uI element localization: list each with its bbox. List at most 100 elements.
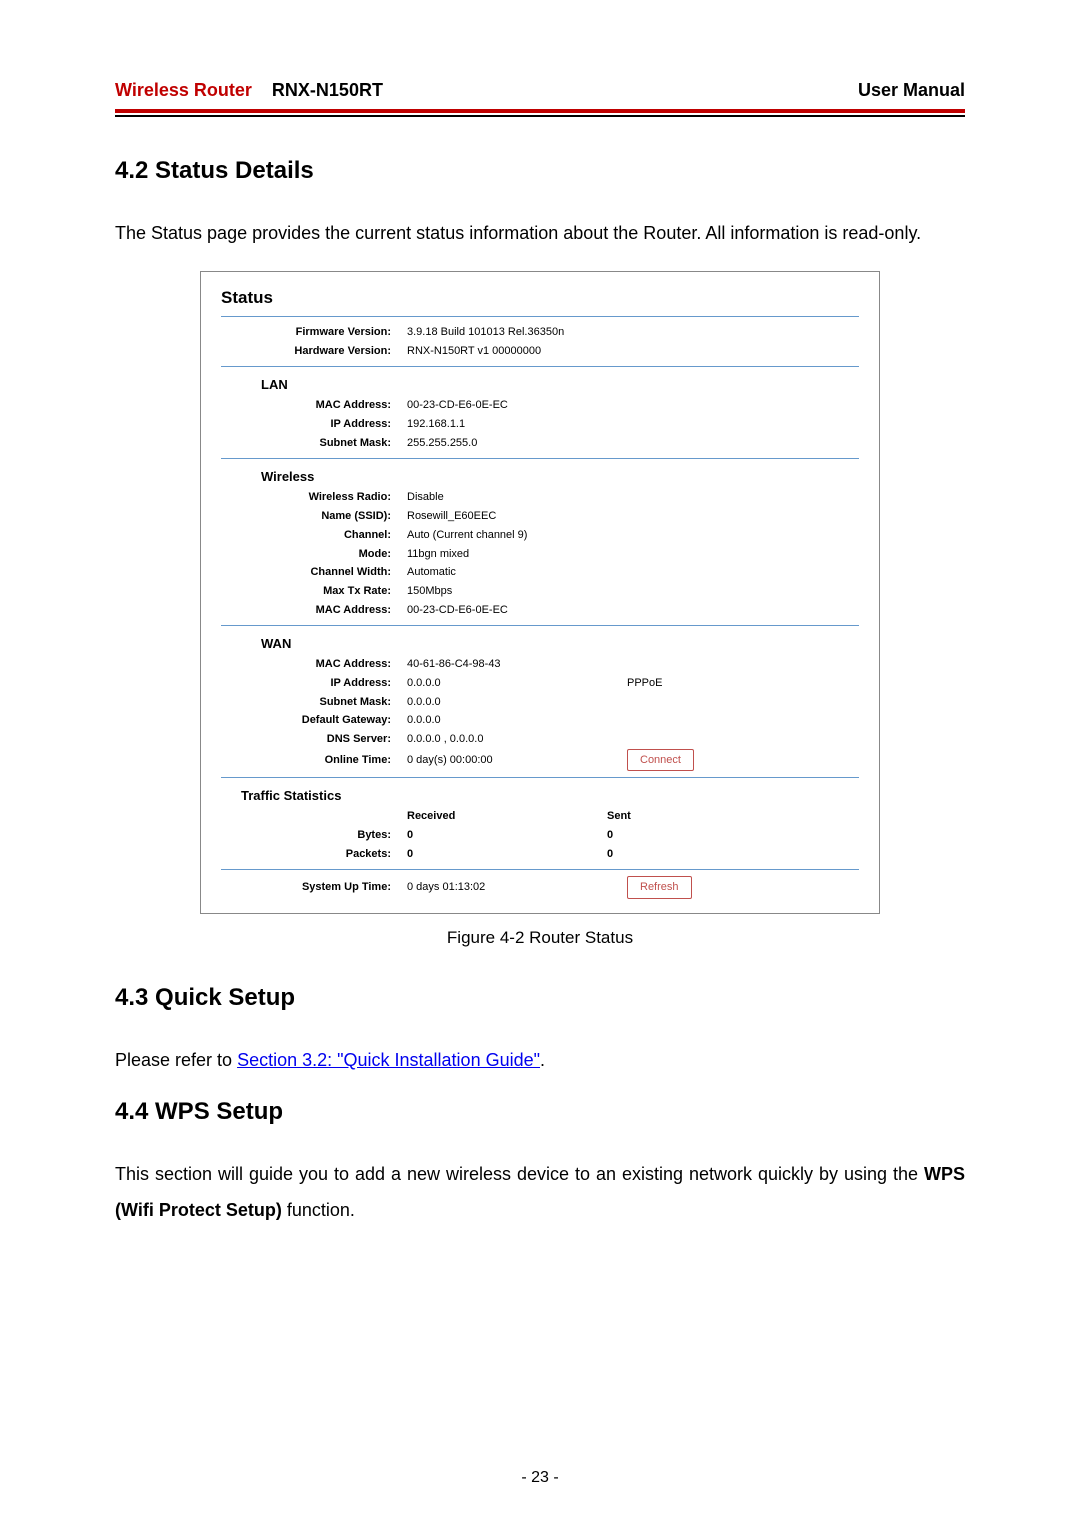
quick-install-link[interactable]: Section 3.2: "Quick Installation Guide" [237, 1050, 540, 1070]
traffic-packets-row: Packets: 0 0 [221, 845, 859, 864]
wireless-mode-value: 11bgn mixed [407, 545, 859, 564]
traffic-packets-sent: 0 [607, 845, 807, 864]
status-panel: Status Firmware Version: 3.9.18 Build 10… [200, 271, 880, 914]
lan-mac-label: MAC Address: [221, 396, 407, 415]
wan-online-value: 0 day(s) 00:00:00 [407, 751, 627, 770]
wan-ip-label: IP Address: [221, 674, 407, 693]
section-4-3-heading: 4.3 Quick Setup [115, 984, 965, 1012]
lan-mac-value: 00-23-CD-E6-0E-EC [407, 396, 859, 415]
lan-mask-row: Subnet Mask: 255.255.255.0 [221, 434, 859, 453]
brand-name: Wireless Router [115, 80, 252, 100]
firmware-row: Firmware Version: 3.9.18 Build 101013 Re… [221, 323, 859, 342]
divider [221, 316, 859, 317]
wireless-mac-label: MAC Address: [221, 601, 407, 620]
section-4-4-heading: 4.4 WPS Setup [115, 1098, 965, 1126]
lan-ip-row: IP Address: 192.168.1.1 [221, 415, 859, 434]
hardware-value: RNX-N150RT v1 00000000 [407, 342, 859, 361]
wan-ip-value: 0.0.0.0 [407, 674, 627, 693]
wan-gw-row: Default Gateway: 0.0.0.0 [221, 711, 859, 730]
traffic-packets-label: Packets: [221, 845, 407, 864]
hardware-row: Hardware Version: RNX-N150RT v1 00000000 [221, 342, 859, 361]
wireless-radio-value: Disable [407, 488, 859, 507]
wireless-radio-row: Wireless Radio: Disable [221, 488, 859, 507]
wireless-channel-row: Channel: Auto (Current channel 9) [221, 526, 859, 545]
wireless-mac-row: MAC Address: 00-23-CD-E6-0E-EC [221, 601, 859, 620]
wireless-mac-value: 00-23-CD-E6-0E-EC [407, 601, 859, 620]
wan-mask-label: Subnet Mask: [221, 693, 407, 712]
refresh-button-wrap: Refresh [627, 876, 827, 899]
section-4-3-post: . [540, 1050, 545, 1070]
traffic-sent-col: Sent [607, 807, 807, 826]
wireless-channel-value: Auto (Current channel 9) [407, 526, 859, 545]
header-right: User Manual [858, 80, 965, 101]
model-text: RNX-N150RT [272, 80, 383, 100]
wireless-ssid-label: Name (SSID): [221, 507, 407, 526]
section-4-2-heading: 4.2 Status Details [115, 157, 965, 185]
firmware-value: 3.9.18 Build 101013 Rel.36350n [407, 323, 859, 342]
lan-mask-value: 255.255.255.0 [407, 434, 859, 453]
section-4-3-paragraph: Please refer to Section 3.2: "Quick Inst… [115, 1042, 965, 1078]
section-4-2-paragraph: The Status page provides the current sta… [115, 215, 965, 251]
divider [221, 366, 859, 367]
wan-ip-row: IP Address: 0.0.0.0 PPPoE [221, 674, 859, 693]
refresh-button[interactable]: Refresh [627, 876, 692, 899]
wan-mac-value: 40-61-86-C4-98-43 [407, 655, 859, 674]
firmware-label: Firmware Version: [221, 323, 407, 342]
wireless-ssid-row: Name (SSID): Rosewill_E60EEC [221, 507, 859, 526]
wireless-rate-row: Max Tx Rate: 150Mbps [221, 582, 859, 601]
traffic-received-col: Received [407, 807, 607, 826]
wireless-heading: Wireless [261, 469, 859, 484]
traffic-bytes-received: 0 [407, 826, 607, 845]
wan-heading: WAN [261, 636, 859, 651]
uptime-value: 0 days 01:13:02 [407, 878, 627, 897]
uptime-label: System Up Time: [221, 878, 407, 897]
wan-mask-value: 0.0.0.0 [407, 693, 859, 712]
wireless-rate-label: Max Tx Rate: [221, 582, 407, 601]
wireless-rate-value: 150Mbps [407, 582, 859, 601]
model-name: RNX-N150RT [257, 80, 383, 100]
wan-mac-label: MAC Address: [221, 655, 407, 674]
lan-ip-value: 192.168.1.1 [407, 415, 859, 434]
header-black-rule [115, 115, 965, 117]
wan-dns-row: DNS Server: 0.0.0.0 , 0.0.0.0 [221, 730, 859, 749]
hardware-label: Hardware Version: [221, 342, 407, 361]
wan-gw-value: 0.0.0.0 [407, 711, 859, 730]
wireless-channel-label: Channel: [221, 526, 407, 545]
connect-button[interactable]: Connect [627, 749, 694, 772]
page-header: Wireless Router RNX-N150RT User Manual [115, 80, 965, 107]
traffic-packets-received: 0 [407, 845, 607, 864]
wan-mask-row: Subnet Mask: 0.0.0.0 [221, 693, 859, 712]
wireless-mode-label: Mode: [221, 545, 407, 564]
wan-mac-row: MAC Address: 40-61-86-C4-98-43 [221, 655, 859, 674]
section-4-4-post: function. [282, 1200, 355, 1220]
header-left: Wireless Router RNX-N150RT [115, 80, 383, 101]
connect-button-wrap: Connect [627, 749, 827, 772]
wan-dns-value: 0.0.0.0 , 0.0.0.0 [407, 730, 859, 749]
section-4-4-pre: This section will guide you to add a new… [115, 1164, 924, 1184]
section-4-4-paragraph: This section will guide you to add a new… [115, 1156, 965, 1228]
lan-mac-row: MAC Address: 00-23-CD-E6-0E-EC [221, 396, 859, 415]
figure-caption: Figure 4-2 Router Status [115, 928, 965, 948]
divider [221, 625, 859, 626]
divider [221, 869, 859, 870]
wan-gw-label: Default Gateway: [221, 711, 407, 730]
lan-heading: LAN [261, 377, 859, 392]
wan-online-label: Online Time: [221, 751, 407, 770]
traffic-bytes-label: Bytes: [221, 826, 407, 845]
wan-ip-type: PPPoE [627, 674, 859, 693]
page: Wireless Router RNX-N150RT User Manual 4… [0, 0, 1080, 1527]
lan-mask-label: Subnet Mask: [221, 434, 407, 453]
traffic-bytes-row: Bytes: 0 0 [221, 826, 859, 845]
wireless-ssid-value: Rosewill_E60EEC [407, 507, 859, 526]
wan-dns-label: DNS Server: [221, 730, 407, 749]
traffic-bytes-sent: 0 [607, 826, 807, 845]
traffic-heading: Traffic Statistics [241, 788, 859, 803]
traffic-colhead-row: Received Sent [221, 807, 859, 826]
status-title: Status [221, 288, 859, 308]
divider [221, 777, 859, 778]
wireless-mode-row: Mode: 11bgn mixed [221, 545, 859, 564]
divider [221, 458, 859, 459]
lan-ip-label: IP Address: [221, 415, 407, 434]
header-red-rule [115, 109, 965, 113]
section-4-3-pre: Please refer to [115, 1050, 237, 1070]
